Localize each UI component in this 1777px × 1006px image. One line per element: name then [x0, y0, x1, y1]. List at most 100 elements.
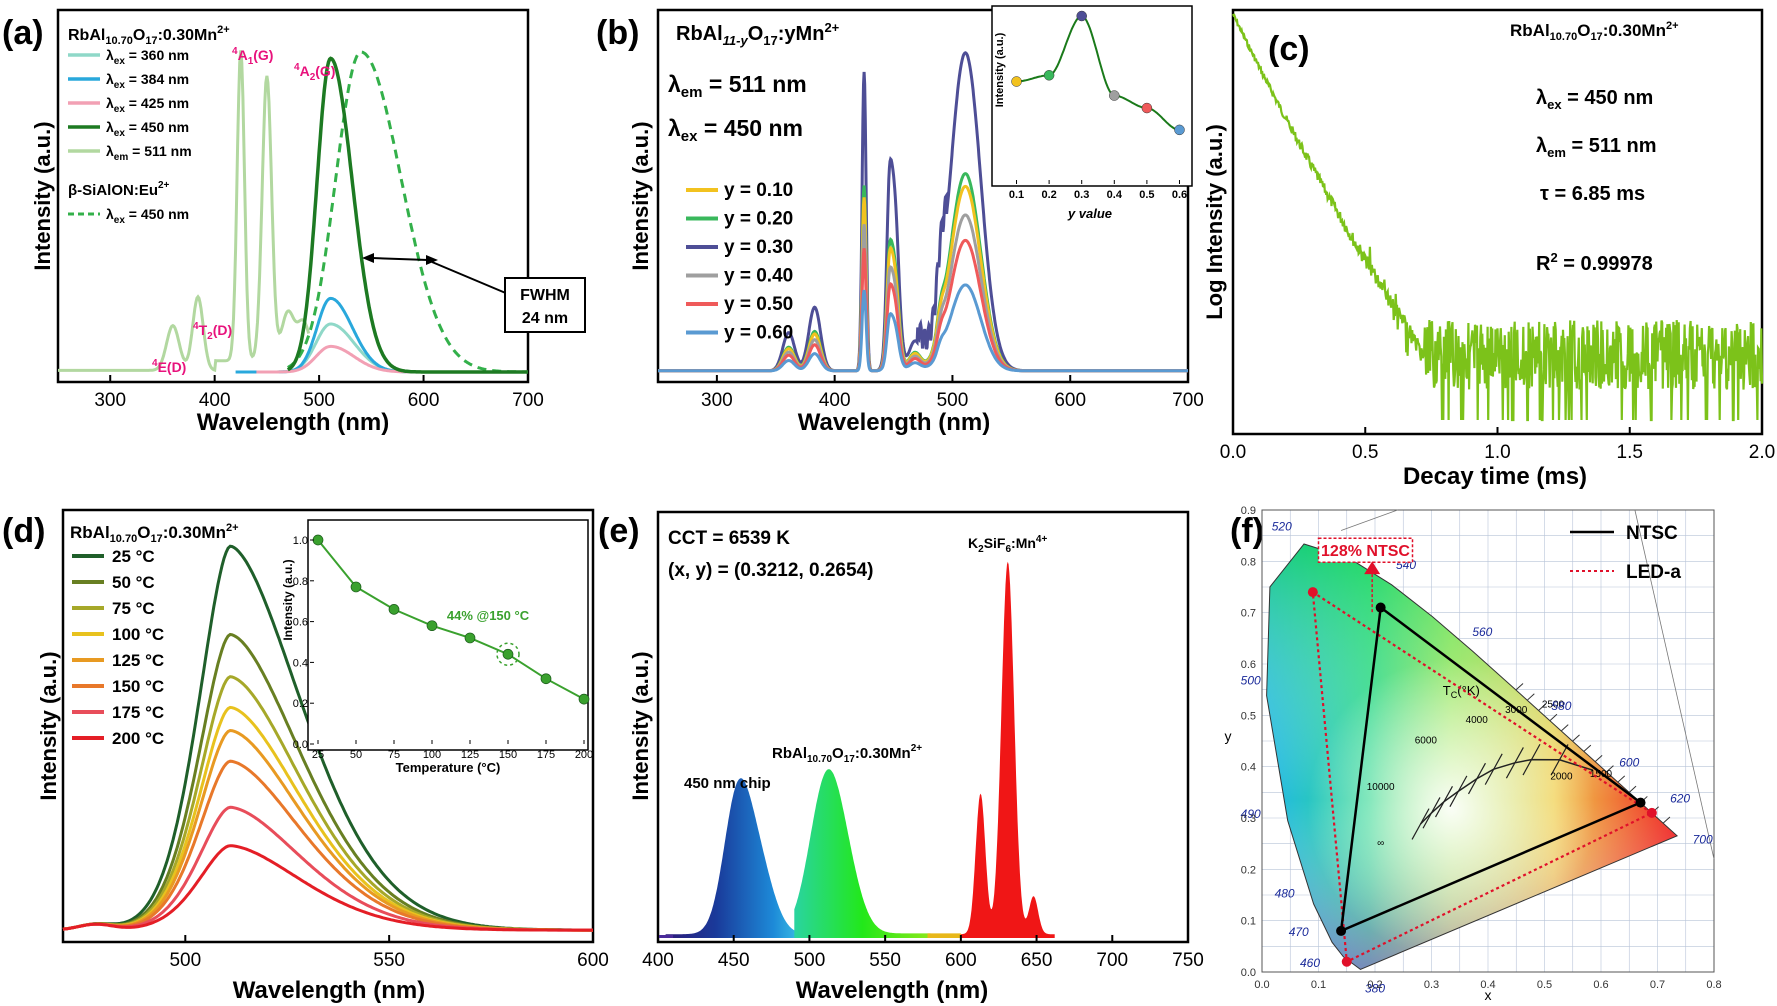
panel-e-xlabel: Wavelength (nm)	[796, 977, 988, 1004]
panel-f-xticklabel-0: 0.0	[1254, 979, 1269, 991]
panel-b-inset-ylabel: Intensity (a.u.)	[994, 32, 1006, 107]
panel-f-yticklabel-9: 0.9	[1241, 505, 1256, 517]
panel-f-frame	[1261, 509, 1715, 973]
panel-d-inset-xticklabel-2: 75	[388, 749, 400, 761]
panel-f-led-vertex-1	[1307, 587, 1318, 598]
panel-a-legend-base-0: λ	[106, 47, 114, 63]
panel-c-compound: RbAl10.70O17:0.30Mn2+	[1510, 20, 1679, 43]
panel-a-ticklabel-0: 300	[94, 390, 126, 411]
panel-b-inset-point-1	[1043, 70, 1055, 81]
panel-f-yticklabel-7: 0.7	[1241, 608, 1256, 620]
panel-a-fwhm-arrowhead-right	[426, 255, 438, 265]
panel-a-fwhm-leader	[431, 261, 509, 295]
panel-f-yticklabel-3: 0.3	[1241, 813, 1256, 825]
panel-f-ntsc-vertex-0	[1635, 797, 1646, 808]
panel-d-inset-point-0	[312, 534, 324, 546]
panel-f-xticklabel-5: 0.5	[1537, 979, 1552, 991]
panel-f-ylabel: y	[1225, 728, 1232, 744]
panel-e-ticklabel-2: 500	[794, 950, 826, 971]
panel-f-xticklabel-4: 0.4	[1480, 979, 1495, 991]
panel-f-xticklabel-6: 0.6	[1593, 979, 1608, 991]
panel-d-inset-point-7	[578, 693, 590, 705]
panel-a-legend-val-1: = 384 nm	[125, 71, 189, 87]
panel-d: 500 550 600 (d) Intensity (a.u.) Wavelengt…	[2, 508, 609, 1004]
panel-f-xlabel: x	[1485, 987, 1492, 1003]
panel-d-inset-xticklabel-3: 100	[423, 749, 441, 761]
panel-e-baseline-yellow	[927, 933, 961, 938]
panel-a-legend-text-0: λex = 360 nm	[106, 47, 189, 67]
panel-f-wl-label-1: 460	[1300, 956, 1320, 970]
panel-f-isotherm-5	[1484, 753, 1503, 785]
panel-e-ticklabel-4: 600	[945, 950, 977, 971]
panel-d-legend-text-0: 25 °C	[112, 547, 155, 566]
panel-d-inset-xticklabel-5: 150	[499, 749, 517, 761]
panel-f-cct-label-1: 6000	[1415, 736, 1438, 747]
panel-d-inset-yticklabel-5: 1.0	[293, 535, 308, 547]
panel-f-locus-tick-1	[1527, 693, 1535, 701]
panel-a-ref-legend: λex = 450 nm	[106, 206, 189, 226]
panel-c-ticklabel-3: 1.5	[1617, 442, 1643, 463]
panel-f-isotherm-2	[1434, 785, 1453, 818]
panel-f-cct-label-5: 2000	[1550, 772, 1573, 783]
panel-d-inset-xticklabel-0: 25	[312, 749, 324, 761]
panel-a-frame	[56, 8, 530, 384]
panel-a-series-4	[58, 50, 311, 373]
panel-a-label: (a)	[2, 14, 44, 52]
panel-a-ticklabel-2: 500	[303, 390, 335, 411]
panel-f-cct-label-2: 4000	[1466, 715, 1489, 726]
panel-a-ylabel: Intensity (a.u.)	[30, 121, 55, 270]
panel-f-wl-label-3: 480	[1275, 887, 1295, 901]
panel-a-ticklabel-3: 600	[408, 390, 440, 411]
panel-c-em: λem = 511 nm	[1536, 135, 1657, 160]
panel-e-label: (e)	[598, 512, 640, 550]
panel-f-locus-tick-13	[1662, 816, 1671, 824]
panel-a-ticklabel-1: 400	[199, 390, 231, 411]
panel-d-inset-yticklabel-2: 0.4	[293, 657, 308, 669]
panel-a-ticklabel-4: 700	[512, 390, 544, 411]
panel-f-guide-line-2	[1340, 509, 1398, 531]
panel-a-legend-text-4: λem = 511 nm	[106, 143, 192, 163]
panel-f-yticklabel-8: 0.8	[1241, 556, 1256, 568]
panel-e-rb: RbAl10.70O17:0.30Mn2+	[772, 743, 922, 765]
panel-a-fwhm-value: 24 nm	[522, 310, 568, 327]
panel-a-legend-sub-0: ex	[114, 56, 126, 67]
panel-b-inset-point-3	[1109, 90, 1120, 101]
panel-b-ticklabel-4: 700	[1172, 390, 1204, 411]
panel-f-guide-line	[1634, 509, 1715, 860]
panel-b-label: (b)	[596, 14, 639, 52]
panel-d-inset-yticklabel-1: 0.2	[293, 698, 308, 710]
panel-f-led-vertex-0	[1646, 807, 1657, 818]
panel-d-inset-xticklabel-4: 125	[461, 749, 479, 761]
panel-d-inset-xticklabel-1: 50	[350, 749, 362, 761]
panel-a-legend-val-4: = 511 nm	[128, 143, 191, 159]
panel-a-legend-text-1: λex = 384 nm	[106, 71, 189, 91]
panel-d-inset-xlabel: Temperature (°C)	[396, 760, 501, 775]
panel-c-xticks: 0.0 0.5 1.0 1.5 2.0	[1220, 427, 1775, 463]
panel-a-legend-base-2: λ	[106, 95, 114, 111]
panel-c-ticklabel-1: 0.5	[1352, 442, 1378, 463]
panel-b-inset-ticklabel-4: 0.5	[1139, 189, 1154, 201]
panel-c-decay-line	[1231, 13, 1764, 422]
panel-a-annot-4T2: 4T2(D)	[193, 321, 232, 342]
panel-f-cct-label-0: 10000	[1367, 782, 1395, 793]
panel-c-ticklabel-0: 0.0	[1220, 442, 1246, 463]
panel-f-isotherm-7	[1522, 743, 1541, 776]
panel-f-locus-edge	[1266, 543, 1679, 970]
panel-f-yticklabel-4: 0.4	[1241, 762, 1256, 774]
panel-e-red-peak	[954, 561, 1055, 938]
panel-d-inset: 25 50 75 100 125 150 175 200 0.0 0.2 0.4 0.6 0.8 1.0	[293, 534, 593, 761]
panel-d-legend: 25 °C 50 °C 75 °C 100 °C 125 °C 150 °C 175 °C 2…	[72, 547, 164, 748]
panel-d-compound: RbAl10.70O17:0.30Mn2+	[70, 522, 239, 545]
panel-f-xticklabel-3: 0.3	[1424, 979, 1439, 991]
panel-f-planckian-locus	[1419, 758, 1594, 825]
panel-b: 300 400 500 600 700 (b) Intensity (a.u.) Wav…	[596, 5, 1204, 436]
panel-d-inset-xticklabel-7: 200	[575, 749, 593, 761]
panel-d-legend-text-1: 50 °C	[112, 573, 155, 592]
panel-f-ntsc-triangle	[1339, 605, 1643, 933]
panel-d-inset-point-1	[350, 581, 362, 593]
panel-d-label: (d)	[2, 512, 45, 550]
panel-b-inset-ticklabel-5: 0.6	[1172, 189, 1187, 201]
panel-b-inset-point-5	[1174, 124, 1185, 136]
